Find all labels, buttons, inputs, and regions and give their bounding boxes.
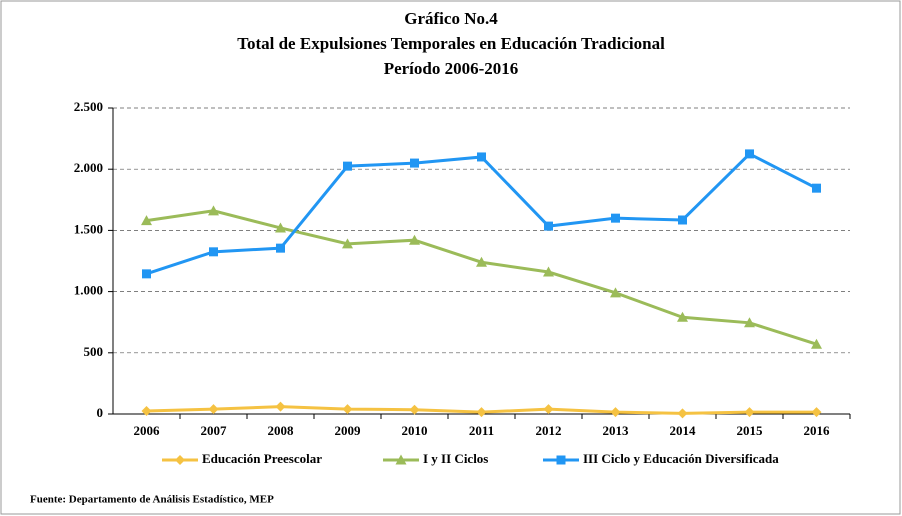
marker — [208, 205, 219, 216]
legend-marker — [395, 454, 407, 465]
marker — [678, 215, 687, 225]
legend-marker — [556, 455, 566, 465]
marker — [342, 404, 353, 415]
marker — [610, 407, 621, 418]
x-tick-label: 2015 — [737, 423, 764, 438]
y-tick-label: 1.500 — [74, 221, 103, 236]
x-tick-label: 2010 — [402, 423, 428, 438]
y-tick-label: 500 — [84, 344, 104, 359]
marker — [275, 401, 286, 412]
marker — [476, 256, 487, 267]
marker — [342, 238, 353, 249]
legend-label: III Ciclo y Educación Diversificada — [583, 451, 779, 466]
x-tick-label: 2016 — [804, 423, 831, 438]
marker — [544, 221, 553, 231]
marker — [409, 234, 420, 245]
chart-subtitle: Período 2006-2016 — [384, 59, 519, 78]
marker — [745, 149, 754, 159]
x-tick-label: 2009 — [335, 423, 362, 438]
chart-subtitle: Total de Expulsiones Temporales en Educa… — [237, 34, 665, 53]
marker — [744, 407, 755, 418]
marker — [543, 266, 554, 277]
marker — [811, 407, 822, 418]
marker — [477, 152, 486, 162]
x-tick-label: 2011 — [469, 423, 494, 438]
legend-label: I y II Ciclos — [423, 451, 488, 466]
marker — [142, 269, 151, 279]
y-tick-label: 1.000 — [74, 283, 103, 298]
marker — [141, 215, 152, 226]
marker — [410, 158, 419, 168]
source-note: Fuente: Departamento de Análisis Estadís… — [30, 494, 274, 506]
marker — [744, 317, 755, 328]
marker — [811, 338, 822, 349]
y-tick-label: 0 — [97, 405, 104, 420]
marker — [208, 404, 219, 415]
marker — [677, 408, 688, 419]
marker — [543, 404, 554, 415]
legend-marker — [175, 455, 185, 465]
chart-title: Gráfico No.4 — [404, 9, 498, 28]
marker — [611, 213, 620, 223]
marker — [209, 247, 218, 257]
marker — [677, 311, 688, 322]
y-tick-label: 2.500 — [74, 99, 103, 114]
marker — [141, 405, 152, 416]
x-tick-label: 2007 — [201, 423, 228, 438]
marker — [343, 161, 352, 171]
x-tick-label: 2008 — [268, 423, 295, 438]
marker — [275, 222, 286, 233]
x-tick-label: 2012 — [536, 423, 562, 438]
marker — [610, 287, 621, 298]
marker — [409, 404, 420, 415]
y-tick-label: 2.000 — [74, 160, 103, 175]
x-tick-label: 2006 — [134, 423, 161, 438]
x-tick-label: 2013 — [603, 423, 630, 438]
legend-label: Educación Preescolar — [202, 451, 322, 466]
marker — [812, 183, 821, 193]
x-tick-label: 2014 — [670, 423, 697, 438]
marker — [476, 407, 487, 418]
marker — [276, 243, 285, 253]
